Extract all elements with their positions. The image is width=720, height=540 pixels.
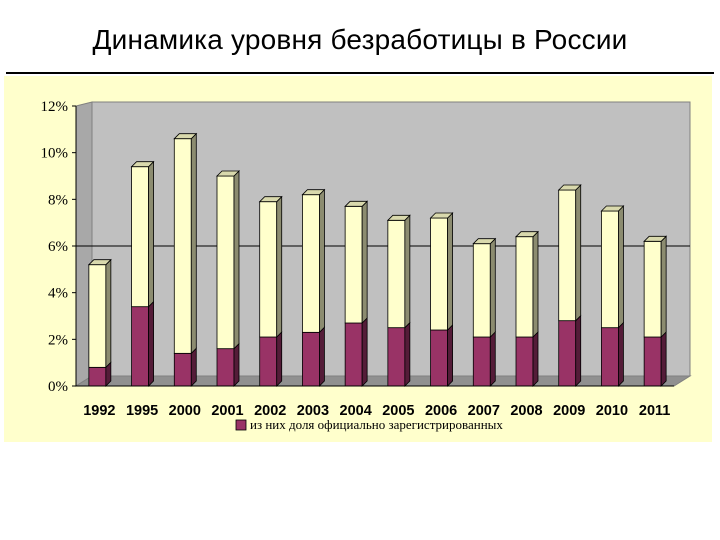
bar-top-2002 bbox=[258, 196, 283, 203]
y-tick-label: 8% bbox=[48, 192, 68, 208]
x-tick-label: 2006 bbox=[425, 403, 457, 419]
bar-top-2005 bbox=[386, 214, 411, 221]
bar-top-2009 bbox=[557, 184, 582, 191]
bar-side-registered-2010 bbox=[618, 321, 624, 387]
bar-registered-2005 bbox=[387, 327, 406, 387]
bar-registered-2007 bbox=[472, 336, 491, 387]
bar-registered-1992 bbox=[88, 366, 107, 387]
bar-total-2005 bbox=[387, 219, 406, 329]
bar-registered-2006 bbox=[430, 329, 448, 387]
bar-side-total-1992 bbox=[105, 258, 112, 369]
bar-total-2006 bbox=[430, 217, 448, 331]
bar-registered-2001 bbox=[216, 348, 235, 387]
bar-side-registered-2007 bbox=[489, 331, 496, 387]
bar-side-registered-2005 bbox=[404, 321, 411, 387]
x-tick-label: 2009 bbox=[553, 403, 585, 419]
bar-registered-2003 bbox=[302, 331, 320, 387]
bar-registered-2011 bbox=[643, 336, 662, 387]
bar-total-1992 bbox=[88, 264, 107, 368]
bar-side-total-2006 bbox=[447, 212, 453, 331]
bar-side-registered-2009 bbox=[575, 314, 582, 387]
bar-total-2009 bbox=[558, 189, 577, 322]
bar-top-2001 bbox=[216, 170, 240, 177]
unemployment-chart: 0% 2% 4% 6% 8% 10% 12% 1992 1995 2000 2001 2002 2003… bbox=[4, 76, 712, 442]
bar-side-total-2008 bbox=[532, 230, 539, 338]
bar-registered-2009 bbox=[558, 320, 577, 387]
bar-total-2007 bbox=[472, 243, 491, 338]
bar-side-registered-2003 bbox=[319, 326, 325, 387]
bar-side-registered-2002 bbox=[276, 331, 283, 387]
bar-side-total-2007 bbox=[489, 237, 496, 338]
x-tick-label: 2004 bbox=[340, 403, 372, 419]
y-tick-label: 2% bbox=[48, 332, 68, 348]
bar-side-total-2004 bbox=[361, 200, 368, 324]
x-tick-label: 2010 bbox=[596, 403, 628, 419]
bar-top-2006 bbox=[429, 212, 454, 219]
bar-top-2007 bbox=[472, 238, 497, 245]
y-tick-label: 10% bbox=[41, 146, 69, 162]
x-tick-label: 2003 bbox=[297, 403, 329, 419]
bar-total-2008 bbox=[515, 236, 534, 338]
x-tick-label: 2008 bbox=[510, 403, 542, 419]
x-tick-label: 2000 bbox=[169, 403, 201, 419]
bar-side-registered-2004 bbox=[361, 317, 368, 387]
bar-side-registered-1995 bbox=[148, 300, 154, 387]
bar-registered-2002 bbox=[259, 336, 278, 387]
bar-side-registered-2011 bbox=[660, 331, 667, 387]
bar-top-2000 bbox=[173, 133, 198, 140]
bar-top-1992 bbox=[87, 259, 112, 266]
bar-side-total-2001 bbox=[233, 170, 240, 350]
bar-total-2003 bbox=[302, 194, 320, 333]
bar-top-2004 bbox=[344, 200, 369, 207]
bar-side-total-2002 bbox=[276, 195, 283, 338]
bar-side-total-2000 bbox=[190, 132, 197, 355]
bar-side-registered-2000 bbox=[190, 347, 197, 387]
bar-registered-2000 bbox=[173, 352, 192, 387]
x-tick-label: 1995 bbox=[126, 403, 158, 419]
bar-side-total-2003 bbox=[319, 188, 325, 334]
bar-total-2001 bbox=[216, 175, 235, 350]
bar-side-total-2011 bbox=[660, 235, 667, 338]
bar-side-registered-2001 bbox=[233, 342, 240, 387]
bar-side-registered-2006 bbox=[447, 324, 453, 387]
bar-top-1995 bbox=[130, 161, 155, 168]
slide-title: Динамика уровня безработицы в России bbox=[92, 24, 628, 55]
legend-swatch bbox=[235, 419, 247, 431]
title-underline bbox=[6, 72, 714, 74]
bar-top-2008 bbox=[515, 231, 539, 238]
chart-svg: 0% 2% 4% 6% 8% 10% 12% 1992 1995 2000 2001 2002 2003… bbox=[4, 76, 712, 442]
x-tick-label: 2011 bbox=[639, 403, 670, 419]
x-tick-label: 2005 bbox=[382, 403, 414, 419]
plot-floor bbox=[74, 375, 692, 387]
x-tick-label: 1992 bbox=[83, 403, 115, 419]
x-tick-label: 2002 bbox=[254, 403, 286, 419]
bar-registered-2010 bbox=[601, 327, 619, 387]
bar-total-2011 bbox=[643, 240, 662, 338]
bar-total-2004 bbox=[344, 205, 363, 324]
bar-total-2010 bbox=[601, 210, 619, 329]
bar-registered-2004 bbox=[344, 322, 363, 387]
bar-side-total-2005 bbox=[404, 214, 411, 329]
bar-registered-1995 bbox=[131, 306, 149, 387]
bar-side-total-2009 bbox=[575, 184, 582, 322]
y-tick-label: 4% bbox=[48, 286, 68, 302]
bar-top-2010 bbox=[600, 205, 625, 212]
y-tick-label: 6% bbox=[48, 239, 68, 255]
bar-total-2000 bbox=[173, 138, 192, 354]
bar-registered-2008 bbox=[515, 336, 534, 387]
bar-side-registered-2008 bbox=[532, 331, 539, 387]
y-tick-label: 12% bbox=[41, 99, 69, 115]
x-tick-label: 2007 bbox=[468, 403, 500, 419]
legend-label: из них доля официально зарегистрированны… bbox=[250, 417, 503, 432]
bar-side-total-2010 bbox=[618, 205, 624, 329]
bar-side-total-1995 bbox=[148, 160, 154, 308]
bar-top-2011 bbox=[643, 235, 668, 242]
y-tick-label: 0% bbox=[48, 379, 68, 395]
bar-top-2003 bbox=[301, 189, 326, 196]
bar-total-1995 bbox=[131, 166, 149, 308]
bar-total-2002 bbox=[259, 201, 278, 338]
x-tick-label: 2001 bbox=[211, 403, 243, 419]
